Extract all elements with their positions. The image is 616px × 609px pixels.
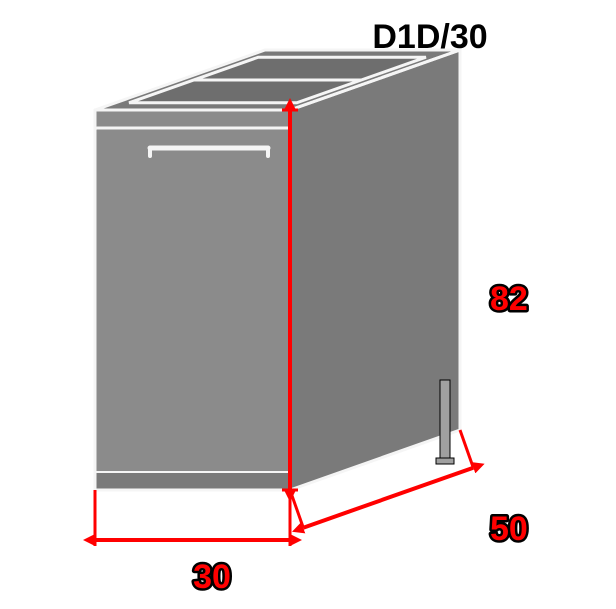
width-dimension: 30 (193, 558, 231, 596)
depth-dimension: 50 (490, 510, 528, 548)
model-title: D1D/30 (372, 18, 487, 56)
height-dimension: 82 (490, 280, 528, 318)
